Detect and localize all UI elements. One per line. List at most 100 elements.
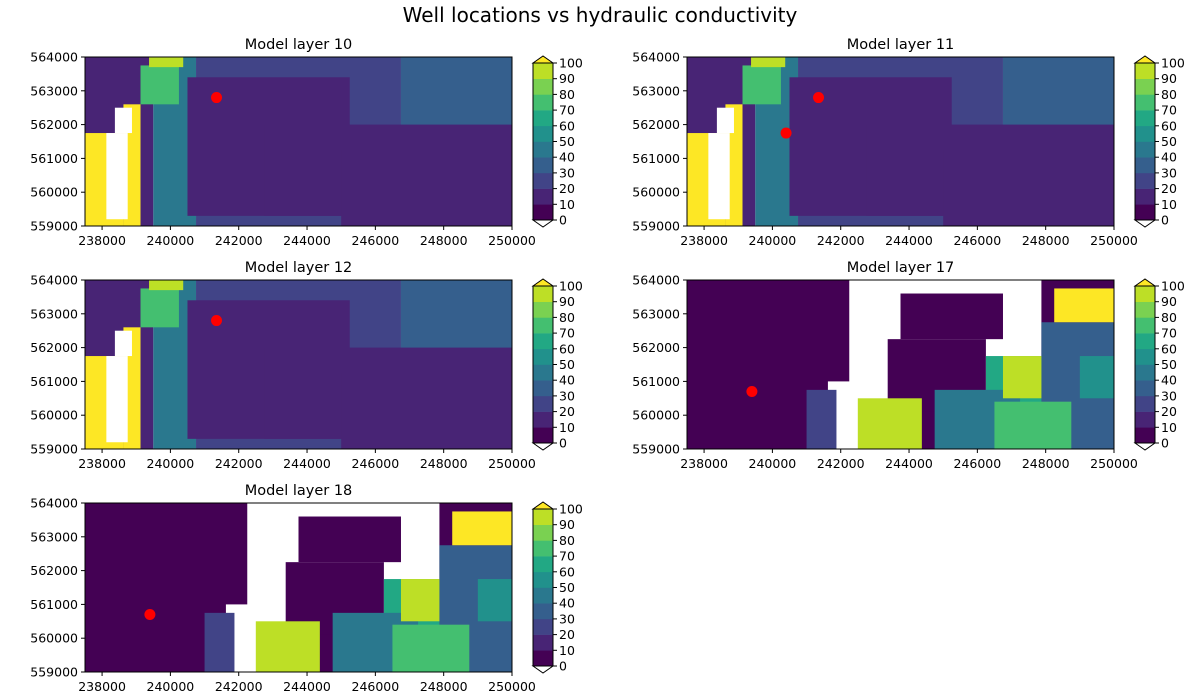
x-tick-label: 244000 [283, 233, 331, 248]
panel-1: Model layer 10 238000 240000 242000 244000 24… [30, 37, 583, 248]
colorbar-band [533, 603, 553, 620]
colorbar-extend-min [531, 665, 555, 674]
heatmap-region [400, 579, 440, 622]
x-tick-label: 246000 [352, 233, 400, 248]
colorbar-band [533, 125, 553, 142]
x-tick-label: 244000 [885, 233, 933, 248]
x-tick-label: 250000 [488, 456, 536, 471]
y-tick-label: 559000 [30, 665, 78, 680]
heatmap-region [716, 107, 734, 134]
panel-title: Model layer 17 [847, 260, 955, 276]
x-tick-label: 238000 [78, 233, 126, 248]
colorbar-tick-label: 20 [559, 627, 575, 642]
colorbar-band [533, 380, 553, 397]
colorbar-tick-label: 60 [1161, 118, 1177, 133]
colorbar-extend-max [531, 501, 555, 510]
y-tick-label: 561000 [632, 151, 680, 166]
y-tick-label: 563000 [30, 529, 78, 544]
colorbar-extend-max [531, 278, 555, 287]
y-tick-label: 559000 [632, 442, 680, 457]
colorbar-band [1135, 172, 1155, 189]
heatmap-region [1079, 356, 1114, 399]
y-tick-label: 561000 [632, 374, 680, 389]
y-tick-label: 564000 [632, 50, 680, 65]
well-marker-1 [746, 386, 758, 398]
x-tick-label: 248000 [420, 679, 468, 694]
y-tick-label: 560000 [632, 408, 680, 423]
figure-title: Well locations vs hydraulic conductivity [403, 3, 798, 27]
well-marker-1 [211, 315, 223, 327]
y-tick-label: 563000 [632, 306, 680, 321]
well-marker-2 [780, 127, 792, 139]
colorbar-tick-label: 40 [559, 596, 575, 611]
axes-frame [686, 279, 1115, 450]
y-tick-label: 560000 [30, 631, 78, 646]
heatmap-region [708, 133, 730, 220]
x-tick-label: 242000 [817, 456, 865, 471]
heatmap-region [900, 293, 1003, 340]
colorbar-tick-label: 10 [1161, 420, 1177, 435]
x-tick-label: 244000 [885, 456, 933, 471]
x-tick-label: 238000 [680, 456, 728, 471]
colorbar-band [1135, 333, 1155, 350]
colorbar-tick-label: 80 [559, 533, 575, 548]
heatmap-region [742, 65, 781, 105]
colorbar-tick-label: 40 [1161, 150, 1177, 165]
colorbar-band [533, 540, 553, 557]
colorbar-band [533, 427, 553, 444]
colorbar-extend-min [1133, 442, 1157, 451]
panel-title: Model layer 11 [847, 37, 955, 53]
y-tick-label: 562000 [30, 563, 78, 578]
colorbar-band [533, 63, 553, 79]
colorbar-band [533, 348, 553, 365]
colorbar-band [533, 650, 553, 667]
y-tick-label: 562000 [30, 340, 78, 355]
heatmap-region [943, 149, 1114, 226]
colorbar-tick-label: 30 [1161, 165, 1177, 180]
x-tick-label: 242000 [215, 679, 263, 694]
colorbar-band [1135, 395, 1155, 412]
colorbar-band [533, 571, 553, 588]
heatmap-region [114, 107, 132, 134]
panel-title: Model layer 18 [245, 483, 353, 499]
colorbar-tick-label: 40 [1161, 373, 1177, 388]
x-tick-label: 238000 [78, 456, 126, 471]
y-tick-label: 560000 [30, 185, 78, 200]
colorbar-tick-label: 10 [1161, 197, 1177, 212]
y-tick-label: 559000 [30, 442, 78, 457]
colorbar-band [1135, 427, 1155, 444]
x-tick-label: 248000 [1022, 456, 1070, 471]
x-tick-label: 246000 [352, 456, 400, 471]
well-marker-1 [144, 609, 156, 621]
y-tick-label: 559000 [632, 219, 680, 234]
colorbar-tick-label: 0 [559, 436, 567, 451]
colorbar-band [1135, 110, 1155, 127]
x-tick-label: 248000 [420, 456, 468, 471]
heatmap-region [341, 372, 512, 449]
heatmap-region [149, 280, 184, 291]
panel-title: Model layer 12 [245, 260, 353, 276]
well-marker-1 [813, 92, 825, 104]
y-tick-label: 563000 [30, 83, 78, 98]
colorbar-tick-label: 90 [1161, 71, 1177, 86]
colorbar-band [1135, 204, 1155, 221]
colorbar-tick-label: 50 [559, 357, 575, 372]
colorbar-band [533, 411, 553, 428]
x-tick-label: 246000 [352, 679, 400, 694]
axes-frame [686, 56, 1115, 227]
y-tick-label: 561000 [30, 151, 78, 166]
colorbar-tick-label: 90 [1161, 294, 1177, 309]
heatmap-region [994, 401, 1072, 449]
y-tick-label: 562000 [30, 117, 78, 132]
colorbar-extend-min [531, 219, 555, 228]
colorbar-tick-label: 40 [559, 150, 575, 165]
panel-title: Model layer 10 [245, 37, 353, 53]
x-tick-label: 250000 [488, 679, 536, 694]
heatmap-region [341, 149, 512, 226]
heatmap-field [687, 57, 1114, 226]
colorbar-tick-label: 70 [1161, 326, 1177, 341]
x-tick-label: 250000 [1090, 456, 1138, 471]
colorbar-tick-label: 100 [1161, 279, 1185, 294]
x-tick-label: 246000 [954, 233, 1002, 248]
